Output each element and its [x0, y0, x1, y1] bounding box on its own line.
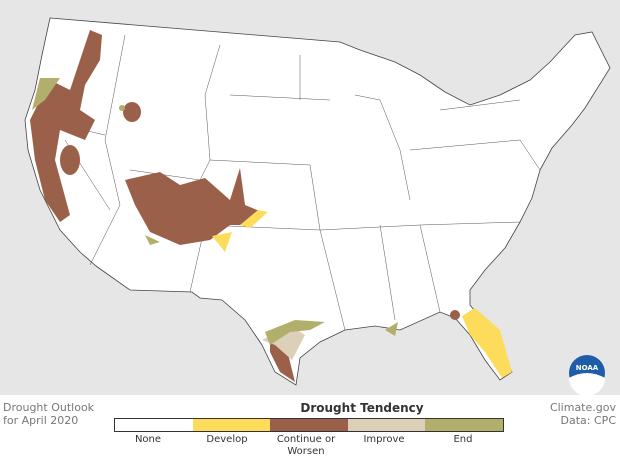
credit-line-2: Data: CPC [560, 414, 616, 427]
legend-label: End [453, 434, 473, 445]
title-line-1: Drought Outlook [3, 401, 95, 414]
drought-end-areas [32, 78, 398, 345]
legend-label: None [134, 434, 162, 445]
drought-improve-areas [262, 325, 305, 360]
legend-swatch-develop [192, 419, 271, 431]
drought-develop-areas [212, 210, 512, 378]
legend-swatch-continue [270, 419, 348, 431]
legend-swatch-none [115, 419, 193, 431]
map-title: Drought Outlook for April 2020 [3, 401, 94, 427]
legend-bar [114, 418, 504, 432]
svg-text:NOAA: NOAA [576, 364, 599, 372]
drought-continue-worsen-areas [30, 30, 505, 382]
legend-label: Continue or Worsen [276, 434, 336, 457]
legend-swatch-improve [347, 419, 426, 431]
legend-label: Develop [206, 434, 248, 445]
noaa-logo: NOAA [569, 355, 605, 396]
credit: Climate.gov Data: CPC [550, 401, 616, 427]
title-line-2: for April 2020 [3, 414, 79, 427]
legend-label: Improve [363, 434, 405, 445]
legend-swatch-end [425, 419, 503, 431]
legend-title: Drought Tendency [300, 401, 424, 415]
us-outline [24, 17, 611, 386]
credit-line-1: Climate.gov [549, 401, 616, 414]
